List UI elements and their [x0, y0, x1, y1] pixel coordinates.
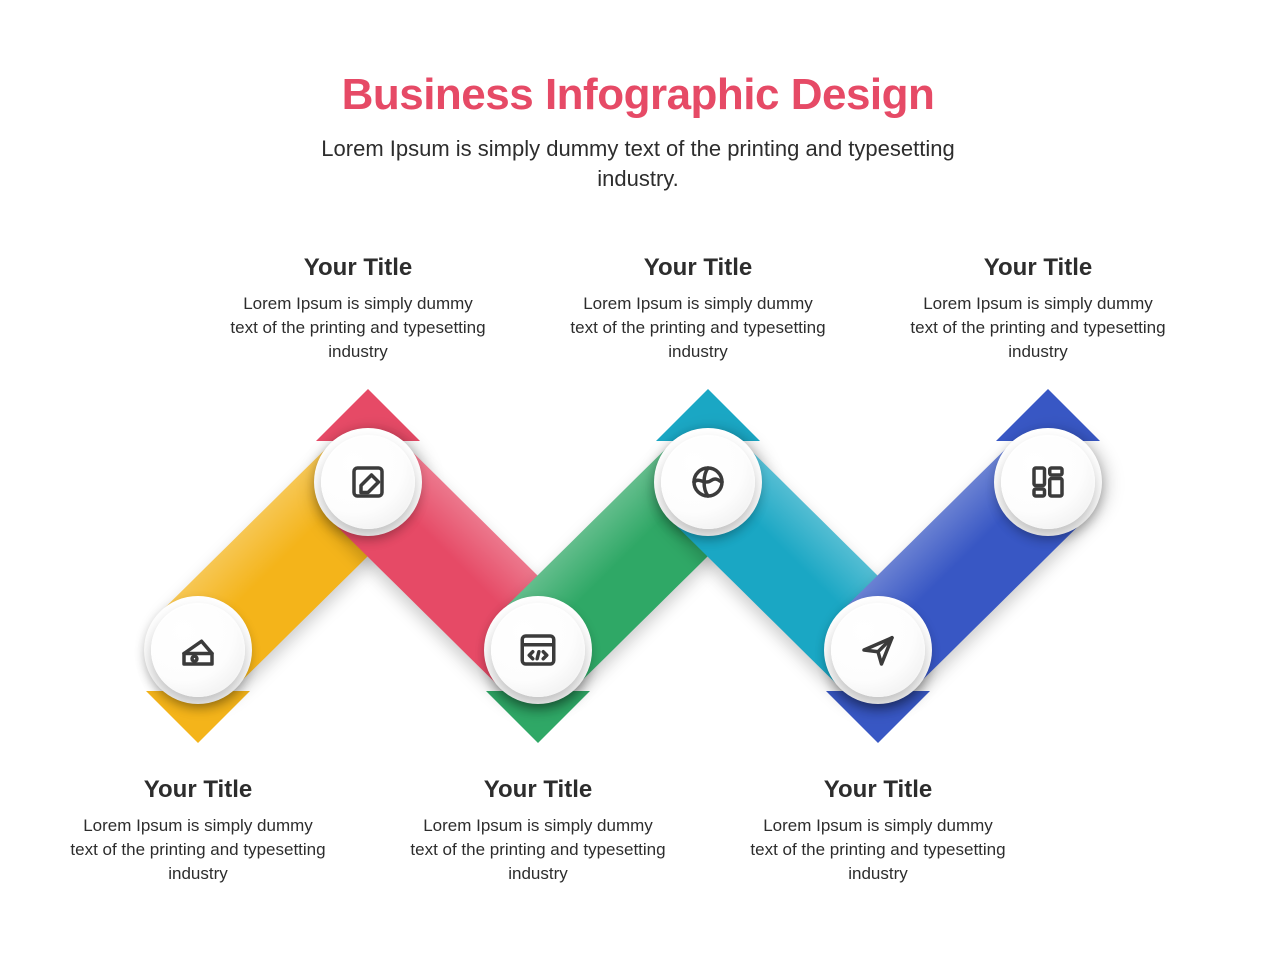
step-text: Your Title Lorem Ipsum is simply dummy te…	[228, 254, 488, 363]
infographic-stage: Your Title Lorem Ipsum is simply dummy te…	[0, 0, 1276, 980]
step-text: Your Title Lorem Ipsum is simply dummy te…	[748, 776, 1008, 885]
step-node	[491, 603, 585, 697]
step-text: Your Title Lorem Ipsum is simply dummy te…	[408, 776, 668, 885]
step-title: Your Title	[568, 254, 828, 282]
step-desc: Lorem Ipsum is simply dummy text of the …	[68, 814, 328, 885]
step-title: Your Title	[908, 254, 1168, 282]
step-node	[831, 603, 925, 697]
step-title: Your Title	[68, 776, 328, 804]
step-title: Your Title	[408, 776, 668, 804]
step-desc: Lorem Ipsum is simply dummy text of the …	[228, 292, 488, 363]
step-text: Your Title Lorem Ipsum is simply dummy te…	[568, 254, 828, 363]
edit-icon	[347, 461, 389, 503]
step-desc: Lorem Ipsum is simply dummy text of the …	[568, 292, 828, 363]
step-desc: Lorem Ipsum is simply dummy text of the …	[748, 814, 1008, 885]
step-title: Your Title	[228, 254, 488, 282]
step-node	[1001, 435, 1095, 529]
step-node	[151, 603, 245, 697]
step-node	[321, 435, 415, 529]
code-icon	[517, 629, 559, 671]
send-icon	[857, 629, 899, 671]
step-text: Your Title Lorem Ipsum is simply dummy te…	[68, 776, 328, 885]
step-text: Your Title Lorem Ipsum is simply dummy te…	[908, 254, 1168, 363]
step-node	[661, 435, 755, 529]
step-title: Your Title	[748, 776, 1008, 804]
grid-icon	[1027, 461, 1069, 503]
cheese-icon	[177, 629, 219, 671]
step-desc: Lorem Ipsum is simply dummy text of the …	[408, 814, 668, 885]
step-desc: Lorem Ipsum is simply dummy text of the …	[908, 292, 1168, 363]
globe-icon	[687, 461, 729, 503]
